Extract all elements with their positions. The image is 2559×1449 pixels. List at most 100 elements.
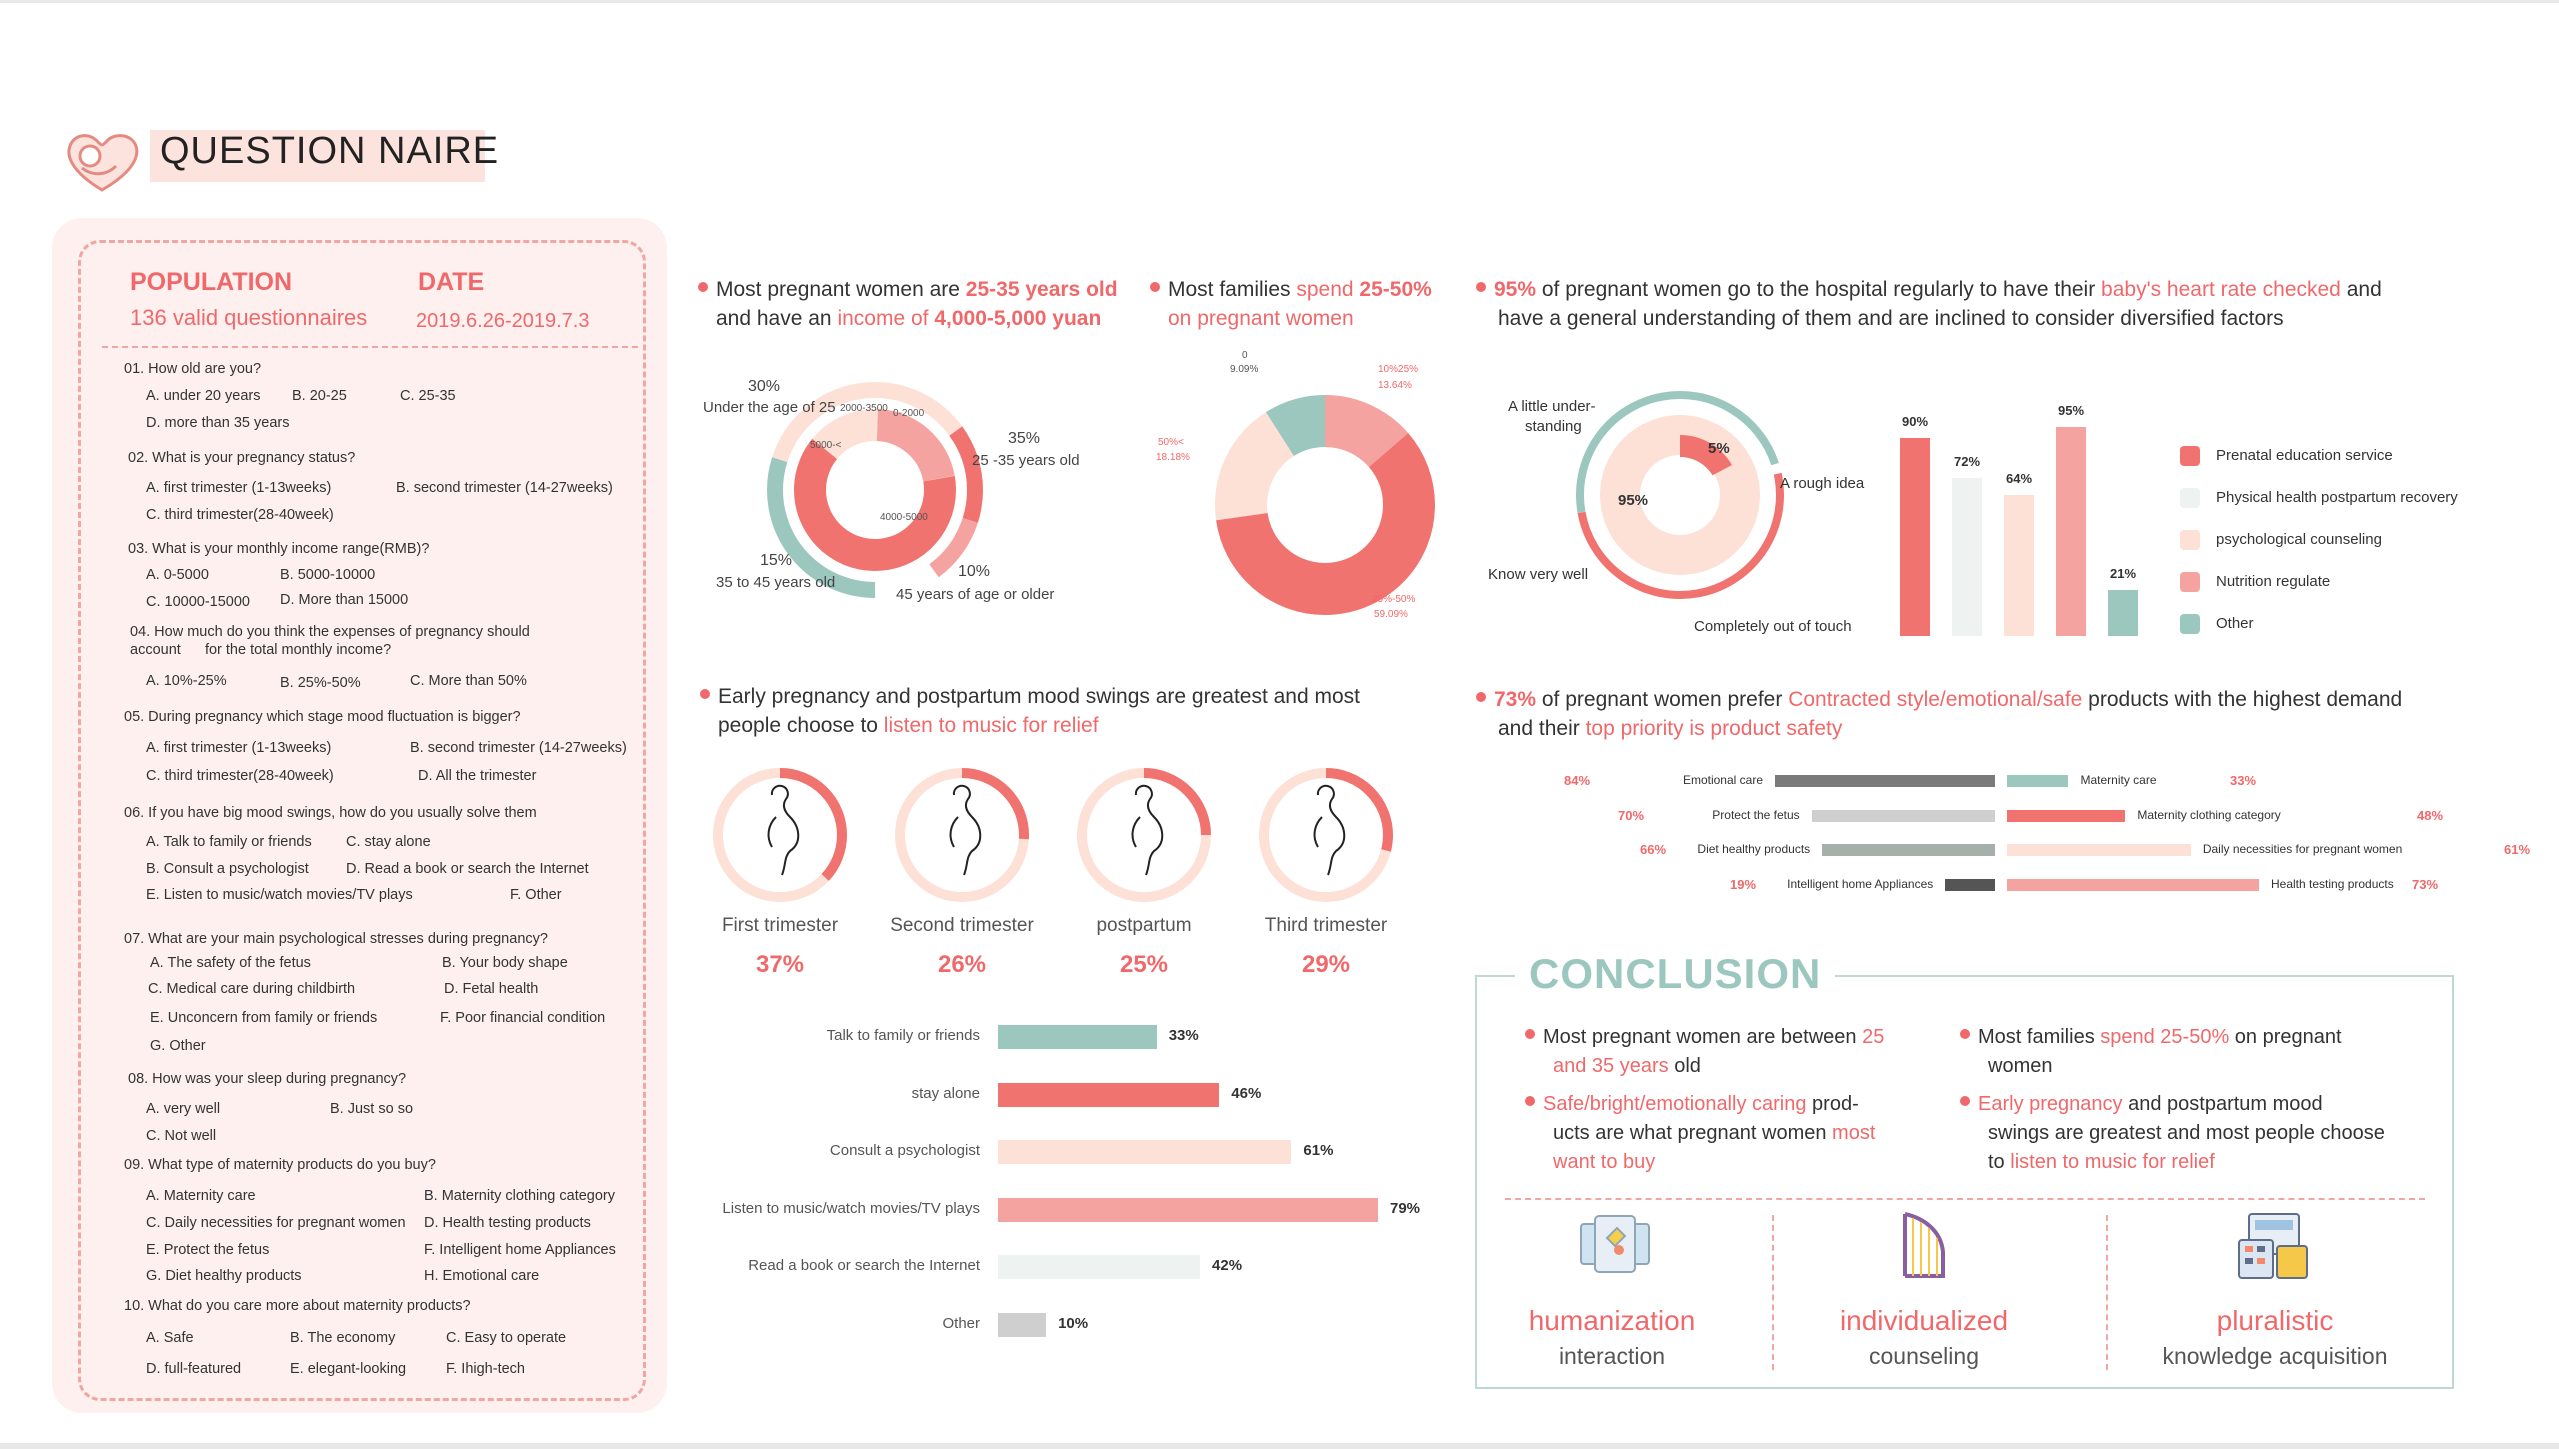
q6-option: E. Listen to music/watch movies/TV plays (146, 887, 413, 903)
bullet-dot (1525, 1096, 1535, 1106)
pregnant-woman-icon (949, 784, 982, 876)
pct-5: 5% (1708, 440, 1730, 457)
q10-option: F. Ihigh-tech (446, 1361, 525, 1377)
hospital-bar (2056, 427, 2086, 636)
stage-ring-value (1259, 768, 1393, 902)
mood-bar-value: 46% (1231, 1084, 1262, 1102)
q8-option: B. Just so so (330, 1101, 414, 1117)
ring-label: A rough idea (1780, 475, 1865, 492)
stage-name: First trimester (721, 915, 839, 936)
age-income-double-donut (767, 382, 983, 598)
harp-icon (1903, 1212, 1945, 1278)
age-label-35-45: 35 to 45 years old (716, 574, 836, 591)
legend-swatch (2180, 446, 2200, 466)
income-label: 5000-< (810, 440, 842, 451)
mood-bar-label: Listen to music/watch movies/TV plays (722, 1199, 980, 1217)
bullet-dot (1960, 1029, 1970, 1039)
stage-name: Second trimester (890, 915, 1034, 936)
hospital-bar-label: 72% (1953, 453, 1981, 469)
section-hospital-heading: 95% of pregnant women go to the hospital… (1476, 275, 2436, 333)
pregnant-woman-icon (767, 784, 800, 876)
q7-option: A. The safety of the fetus (150, 955, 311, 971)
stage-ring (895, 768, 1029, 902)
mood-bar-label: Other (942, 1314, 980, 1332)
legend-label: Other (2216, 615, 2254, 632)
bullet-dot (1476, 282, 1486, 292)
product-bar-right (2007, 878, 2259, 891)
q5-option: A. first trimester (1-13weeks) (146, 740, 332, 756)
age-label-45plus-pct: 10% (958, 563, 991, 580)
product-label-left: Diet healthy products (1697, 842, 1811, 856)
questionnaire-dashed-border (78, 240, 646, 1401)
hospital-bar (2004, 495, 2034, 636)
q3-option: B. 5000-10000 (280, 567, 376, 583)
hospital-understanding-donut (1576, 391, 1784, 599)
product-pct-right: 73% (2412, 876, 2439, 892)
stage-ring (713, 768, 847, 902)
q7-option: F. Poor financial condition (440, 1010, 606, 1026)
legend-label: Nutrition regulate (2216, 573, 2331, 590)
question-2: 02. What is your pregnancy status? (128, 450, 356, 466)
header-logo-icon (62, 128, 142, 199)
age-label-under25: Under the age of 25 (703, 399, 836, 416)
mood-bar (998, 1140, 1292, 1164)
product-bar-left (1811, 809, 1995, 822)
question-4-cont: account for the total monthly income? (130, 642, 392, 658)
mood-bar (998, 1312, 1047, 1337)
product-bar-right (2007, 775, 2069, 787)
mood-bar-label: Talk to family or friends (826, 1027, 980, 1044)
conclusion-item: Safe/bright/emotionally caring prod- uct… (1525, 1090, 1925, 1177)
spend-label: 18.18% (1156, 452, 1190, 463)
income-label: 4000-5000 (880, 512, 928, 523)
question-3: 03. What is your monthly income range(RM… (128, 541, 430, 557)
legend-swatch (2180, 488, 2200, 508)
stage-name: Third trimester (1264, 915, 1388, 936)
spend-label: 50%< (1158, 437, 1184, 448)
mood-bar (998, 1082, 1220, 1107)
bullet-dot (1150, 282, 1160, 292)
q9-option: D. Health testing products (424, 1215, 591, 1231)
population-value: 136 valid questionnaires (130, 305, 368, 330)
ring-label: A little under- (1508, 398, 1596, 415)
hospital-bar (1900, 438, 1930, 636)
mood-bar-label: stay alone (911, 1084, 980, 1102)
mood-bar-label: Consult a psychologist (829, 1142, 980, 1159)
section-age-income-heading: Most pregnant women are 25-35 years old … (698, 275, 1138, 333)
q7-option: B. Your body shape (442, 955, 568, 971)
stage-ring-value (713, 768, 847, 902)
mood-bar-value: 61% (1303, 1142, 1334, 1159)
hospital-bar (1952, 477, 1982, 636)
product-pct-left: 19% (1730, 876, 1757, 892)
product-label-right: Maternity care (2080, 773, 2157, 787)
hospital-bar-label: 95% (2057, 403, 2085, 418)
age-label-25-35-pct: 35% (1008, 430, 1041, 447)
ring-label: Know very well (1488, 566, 1589, 583)
product-label-left: Emotional care (1682, 773, 1763, 787)
question-9: 09. What type of maternity products do y… (124, 1157, 436, 1173)
mood-bar (998, 1197, 1378, 1222)
mood-bar-value: 33% (1168, 1027, 1199, 1044)
divider (102, 346, 638, 348)
spend-label: 0 (1242, 350, 1248, 361)
feature-title: pluralistic (2216, 1305, 2334, 1336)
mood-bar-value: 79% (1390, 1199, 1421, 1217)
question-7: 07. What are your main psychological str… (124, 931, 548, 947)
q6-option: B. Consult a psychologist (146, 861, 309, 877)
stage-percent: 26% (937, 951, 987, 978)
q3-option: C. 10000-15000 (146, 594, 250, 610)
spend-label: 10%25% (1378, 364, 1419, 375)
q9-option: H. Emotional care (424, 1268, 540, 1284)
tablet-icon (1580, 1215, 1650, 1273)
q7-option: C. Medical care during childbirth (148, 981, 356, 997)
product-pct-left: 70% (1618, 807, 1645, 823)
q2-option: B. second trimester (14-27weeks) (396, 480, 613, 496)
date-value: 2019.6.26-2019.7.3 (416, 310, 590, 332)
q6-option: D. Read a book or search the Internet (346, 861, 589, 877)
q10-option: B. The economy (290, 1330, 396, 1346)
q4-option: B. 25%-50% (280, 675, 361, 691)
date-label: DATE (418, 268, 485, 296)
mood-bar-value: 42% (1212, 1257, 1243, 1274)
stage-name: postpartum (1096, 915, 1192, 936)
q2-option: A. first trimester (1-13weeks) (146, 480, 332, 496)
population-label: POPULATION (130, 268, 293, 296)
